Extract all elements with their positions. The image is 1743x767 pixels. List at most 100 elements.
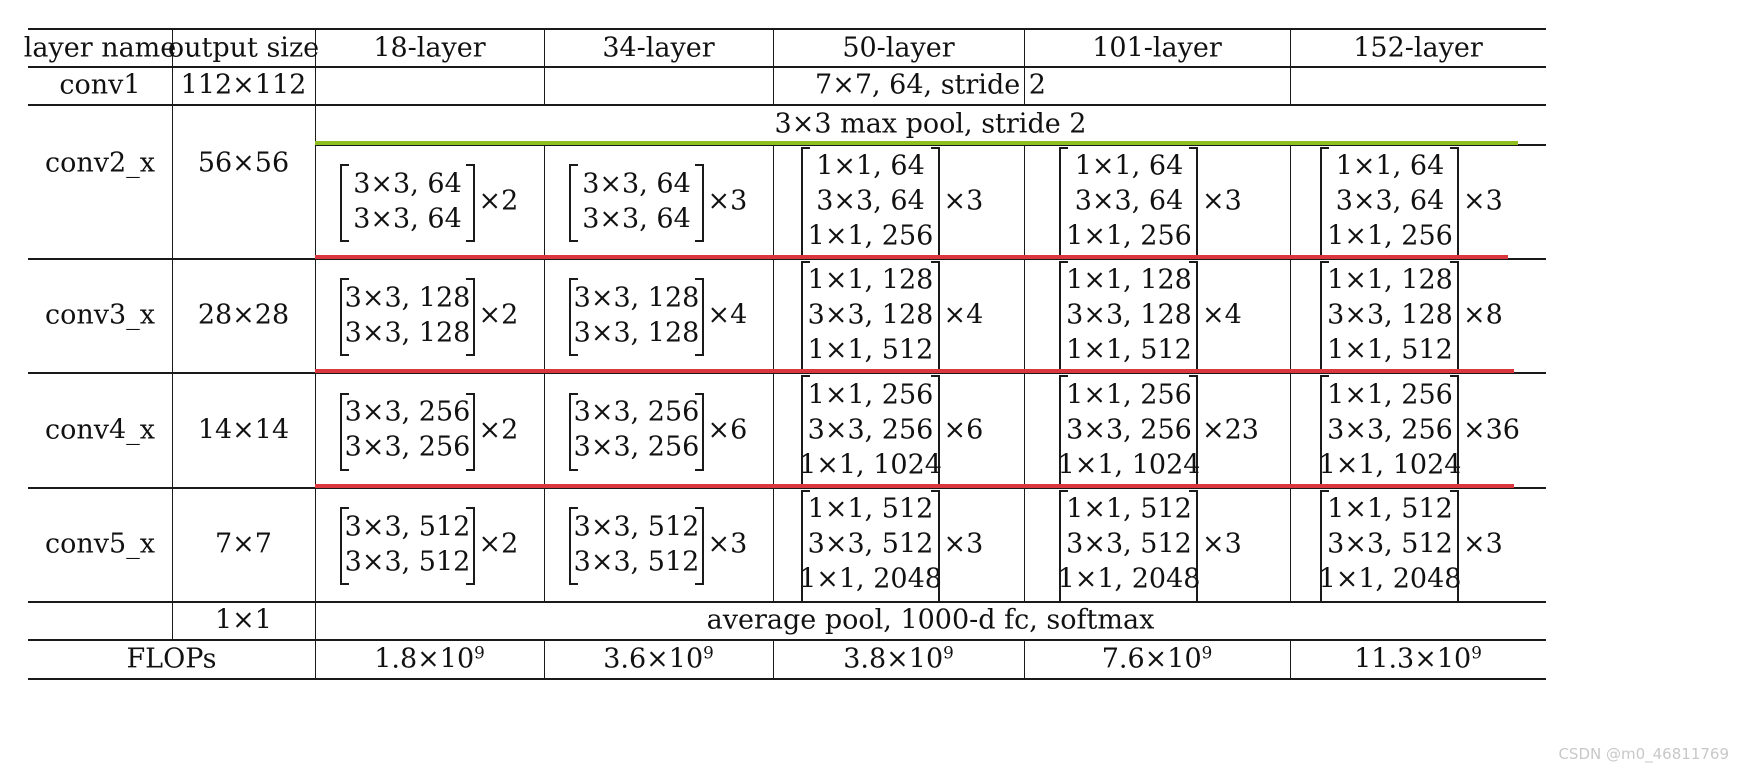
- conv3-top-rule: [28, 258, 1546, 260]
- block-layer-spec: 3×3, 512: [573, 511, 700, 542]
- block-layer-spec: 1×1, 512: [807, 334, 934, 366]
- block-layer-spec: 1×1, 2048: [1057, 563, 1201, 595]
- block-layer-spec: 1×1, 512: [1327, 493, 1453, 525]
- flops-exponent: 9: [1471, 641, 1482, 662]
- block-layer-spec: 1×1, 2048: [1318, 563, 1462, 595]
- flops-mantissa: 11.3×10: [1354, 643, 1472, 674]
- flops-value: 3.8×109: [843, 641, 954, 672]
- bracket-right: [1189, 489, 1198, 603]
- flops-mantissa: 1.8×10: [374, 643, 475, 674]
- block-layer-spec: 3×3, 512: [344, 511, 471, 542]
- flops-top-rule: [28, 639, 1546, 641]
- flops-exponent: 9: [474, 641, 485, 662]
- block-layer-spec: 3×3, 256: [344, 431, 471, 463]
- block-size-conv2_x: 56×56: [197, 147, 290, 179]
- final-top-rule: [28, 601, 1546, 603]
- repeat-multiplier: ×2: [478, 528, 519, 560]
- block-layer-spec: 1×1, 256: [1327, 379, 1453, 410]
- bracket-left: [1320, 489, 1329, 603]
- repeat-multiplier: ×3: [707, 528, 748, 560]
- conv1-spec: 7×7, 64, stride 2: [815, 69, 1046, 101]
- repeat-multiplier: ×3: [1463, 185, 1503, 217]
- conv1-rule: [28, 104, 1546, 106]
- block-layer-spec: 3×3, 128: [573, 317, 700, 348]
- flops-exponent: 9: [703, 641, 714, 662]
- block-layer-spec: 3×3, 128: [573, 282, 700, 313]
- col-rule-1: [172, 28, 173, 639]
- flops-exponent: 9: [1201, 641, 1213, 662]
- repeat-multiplier: ×3: [943, 185, 984, 217]
- bracket-right: [694, 392, 704, 471]
- flops-mantissa: 3.6×10: [603, 643, 704, 674]
- flops-value: 7.6×109: [1101, 641, 1213, 674]
- conv2-top-rule: [315, 144, 1546, 146]
- block-layer-spec: 3×3, 64: [1074, 185, 1184, 217]
- repeat-multiplier: ×3: [707, 185, 748, 217]
- red-highlight-line-1: [315, 255, 1508, 259]
- bracket-left: [568, 278, 578, 356]
- flops-mantissa: 7.6×10: [1101, 643, 1202, 674]
- bracket-left: [339, 164, 349, 242]
- block-layer-spec: 1×1, 1024: [1057, 449, 1201, 480]
- bracket-left: [568, 164, 578, 242]
- red-highlight-line-2: [315, 369, 1514, 373]
- block-name-conv4_x: conv4_x: [45, 414, 155, 445]
- col-rule-3: [544, 28, 545, 104]
- table-top-rule: [28, 28, 1546, 30]
- block-name-conv5_x: conv5_x: [45, 528, 155, 560]
- bracket-right: [694, 278, 704, 356]
- block-layer-spec: 3×3, 64: [816, 185, 925, 217]
- block-layer-spec: 3×3, 64: [353, 203, 462, 234]
- bracket-left: [1059, 489, 1068, 603]
- block-layer-spec: 3×3, 512: [807, 528, 934, 560]
- repeat-multiplier: ×8: [1463, 299, 1503, 331]
- repeat-multiplier: ×4: [1202, 299, 1242, 331]
- repeat-multiplier: ×4: [707, 299, 748, 331]
- block-layer-spec: 3×3, 64: [353, 168, 462, 199]
- bracket-left: [800, 489, 810, 603]
- repeat-multiplier: ×6: [943, 414, 984, 445]
- block-layer-spec: 3×3, 256: [1066, 414, 1192, 445]
- header-output-size: output size: [167, 32, 320, 64]
- col-rule-2: [315, 28, 316, 678]
- bracket-right: [694, 164, 704, 242]
- col-rule-4: [773, 28, 774, 104]
- conv1-name: conv1: [59, 69, 141, 101]
- repeat-multiplier: ×36: [1463, 414, 1520, 445]
- repeat-multiplier: ×3: [1463, 528, 1503, 560]
- bracket-left: [339, 507, 349, 585]
- col-rule-5: [1024, 28, 1025, 104]
- header-18-layer: 18-layer: [373, 32, 486, 64]
- flops-value: 1.8×109: [374, 641, 485, 674]
- bracket-left: [568, 392, 578, 471]
- repeat-multiplier: ×6: [707, 414, 748, 445]
- block-layer-spec: 1×1, 128: [1066, 264, 1192, 296]
- repeat-multiplier: ×4: [943, 299, 984, 331]
- block-layer-spec: 3×3, 64: [1335, 185, 1445, 217]
- block-name-conv2_x: conv2_x: [45, 147, 155, 179]
- col-rule-5-flops: [1024, 639, 1025, 678]
- block-layer-spec: 3×3, 256: [344, 396, 471, 428]
- block-layer-spec: 3×3, 128: [344, 317, 471, 348]
- bracket-right: [465, 164, 475, 242]
- repeat-multiplier: ×3: [1202, 528, 1242, 560]
- block-layer-spec: 1×1, 1024: [1318, 449, 1462, 480]
- block-layer-spec: 3×3, 128: [344, 282, 471, 313]
- header-50-layer: 50-layer: [842, 32, 955, 64]
- conv5-top-rule: [28, 487, 1546, 489]
- block-layer-spec: 3×3, 256: [807, 414, 934, 445]
- conv1-size: 112×112: [180, 69, 307, 101]
- red-highlight-line-3: [315, 484, 1514, 488]
- block-layer-spec: 3×3, 512: [1066, 528, 1192, 560]
- block-layer-spec: 1×1, 256: [1066, 379, 1192, 410]
- header-152-layer: 152-layer: [1353, 32, 1483, 64]
- block-layer-spec: 1×1, 512: [1327, 334, 1453, 366]
- flops-exponent: 9: [943, 641, 954, 662]
- final-size: 1×1: [215, 604, 272, 636]
- flops-label: FLOPs: [126, 643, 217, 674]
- block-layer-spec: 1×1, 512: [807, 493, 934, 525]
- bracket-right: [930, 489, 940, 603]
- block-layer-spec: 1×1, 512: [1066, 493, 1192, 525]
- bracket-right: [465, 278, 475, 356]
- col-rule-4-flops: [773, 639, 774, 678]
